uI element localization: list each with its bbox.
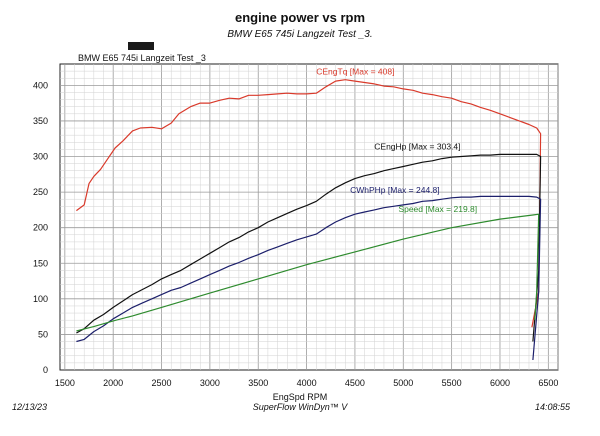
series-label-cengtq: CEngTq [Max = 408] [316,67,394,77]
axis-ticks: 1500 2000 2500 3000 3500 4000 4500 5000 5500 6000… [33,80,558,388]
series-line-speed [76,213,540,332]
y-tick-label: 350 [33,116,48,126]
x-tick-label: 5000 [393,378,413,388]
legend-title: BMW E65 745i Langzeit Test _3 [78,53,206,63]
grid [60,64,559,370]
x-tick-label: 2500 [152,378,172,388]
series-label-speed: Speed [Max = 219.8] [398,204,477,214]
x-tick-label: 2000 [103,378,123,388]
y-tick-label: 0 [43,365,48,375]
plot-area [59,63,559,371]
chart-subtitle: BMW E65 745i Langzeit Test _3. [227,29,373,40]
series-line-cwhphp [76,195,542,361]
x-tick-label: 5500 [442,378,462,388]
x-tick-label: 3000 [200,378,220,388]
y-tick-label: 200 [33,223,48,233]
chart-title: engine power vs rpm [234,10,366,25]
y-tick-label: 250 [33,187,48,197]
x-tick-label: 6000 [490,378,510,388]
y-tick-label: 300 [33,152,48,162]
x-tick-label: 1500 [55,378,75,388]
series-line-cengtq [76,79,542,328]
x-tick-label: 4500 [345,378,365,388]
y-tick-label: 150 [33,258,48,268]
footer-date: 12/13/23 [12,402,48,412]
x-tick-label: 3500 [248,378,268,388]
series-label-cenghp: CEngHp [Max = 303.4] [374,141,460,151]
y-tick-label: 100 [33,294,48,304]
y-tick-label: 400 [33,80,48,90]
x-tick-label: 6500 [538,378,558,388]
legend-marker-bar [128,42,154,50]
x-tick-label: 4000 [297,378,317,388]
series-label-cwhphp: CWhPHp [Max = 244.8] [350,185,440,195]
x-axis-label: EngSpd RPM [273,392,328,402]
series-line-cenghp [76,153,542,342]
footer-time: 14:08:55 [535,402,571,412]
y-tick-label: 50 [38,329,48,339]
series-labels: CEngTq [Max = 408] CEngHp [Max = 303.4] CW… [316,67,477,214]
footer-software: SuperFlow WinDyn™ V [252,402,348,412]
series-group [76,79,542,361]
